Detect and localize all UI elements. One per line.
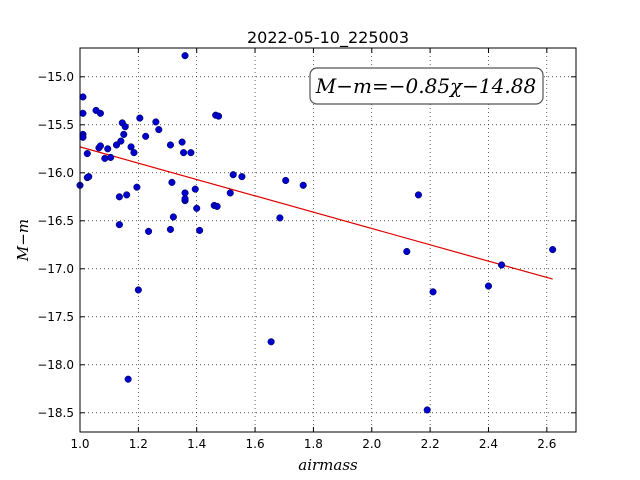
data-point [115, 221, 123, 229]
data-point [213, 202, 221, 210]
data-point [193, 204, 201, 212]
data-point [498, 261, 506, 269]
x-tick-label: 1.0 [70, 437, 89, 451]
data-point [187, 149, 195, 157]
data-point [267, 338, 275, 346]
data-point [142, 132, 150, 140]
data-point [229, 171, 237, 179]
chart-title: 2022-05-10_225003 [247, 28, 409, 48]
y-tick-label: −17.0 [37, 262, 74, 276]
data-point [107, 153, 115, 161]
data-point [238, 173, 246, 181]
data-point [136, 114, 144, 122]
data-point [101, 154, 109, 162]
data-point [181, 195, 189, 203]
data-point [133, 183, 141, 191]
fit-line [79, 146, 553, 280]
data-point [104, 145, 112, 153]
data-point [127, 143, 135, 151]
data-point [96, 109, 104, 117]
data-point [215, 112, 223, 120]
x-tick-label: 1.6 [246, 437, 265, 451]
x-tick-label: 2.4 [479, 437, 498, 451]
y-tick-label: −17.5 [37, 310, 74, 324]
data-point [299, 181, 307, 189]
x-tick-label: 1.8 [304, 437, 323, 451]
data-point [117, 137, 125, 145]
data-point [79, 93, 87, 101]
data-point [166, 141, 174, 149]
data-points [76, 52, 557, 414]
annotation-text: M−m=−0.85χ−14.88 [315, 74, 536, 98]
data-point [79, 109, 87, 117]
data-point [403, 247, 411, 256]
data-point [168, 178, 176, 186]
data-point [414, 191, 422, 199]
data-point [166, 225, 174, 233]
data-point [96, 142, 104, 150]
data-point [191, 185, 199, 193]
data-point [178, 138, 186, 146]
data-point [549, 246, 557, 254]
axis-ticks: 1.0 1.2 1.4 1.6 1.8 2.0 2.2 2.4 2.6 −15.0 −15.5 −16… [37, 48, 576, 451]
data-point [115, 193, 123, 201]
data-point [226, 189, 234, 197]
y-tick-label: −18.5 [37, 406, 74, 420]
data-point [134, 286, 142, 294]
y-tick-label: −16.0 [37, 166, 74, 180]
data-point [120, 130, 128, 138]
y-tick-label: −15.5 [37, 118, 74, 132]
data-point [429, 288, 437, 296]
plot-frame [79, 47, 577, 433]
data-point [124, 375, 132, 383]
data-point [181, 52, 189, 60]
data-point [180, 149, 188, 157]
data-point [79, 133, 87, 141]
x-tick-label: 2.2 [421, 437, 440, 451]
grid [79, 48, 576, 432]
y-tick-label: −16.5 [37, 214, 74, 228]
data-point [196, 226, 204, 234]
y-axis-label: M−m [14, 219, 32, 262]
x-tick-label: 1.4 [187, 437, 206, 451]
x-tick-label: 2.6 [537, 437, 556, 451]
data-point [276, 214, 284, 222]
data-point [85, 173, 93, 181]
data-point [130, 149, 138, 157]
data-point [484, 282, 493, 290]
x-tick-label: 1.2 [129, 437, 148, 451]
data-point [152, 118, 160, 126]
data-point [123, 191, 131, 199]
annotation-box [309, 67, 544, 105]
x-tick-label: 2.0 [362, 437, 381, 451]
data-point [155, 126, 163, 134]
data-point [423, 406, 431, 414]
data-point [121, 123, 129, 131]
data-point [282, 176, 290, 185]
data-point [145, 227, 153, 235]
y-tick-label: −15.0 [37, 70, 74, 84]
data-point [169, 213, 177, 221]
y-tick-label: −18.0 [37, 358, 74, 372]
data-point [83, 150, 91, 158]
x-axis-label: airmass [298, 456, 358, 474]
fit-annotation: M−m=−0.85χ−14.88 [309, 67, 544, 105]
fit-line-group [79, 146, 553, 280]
